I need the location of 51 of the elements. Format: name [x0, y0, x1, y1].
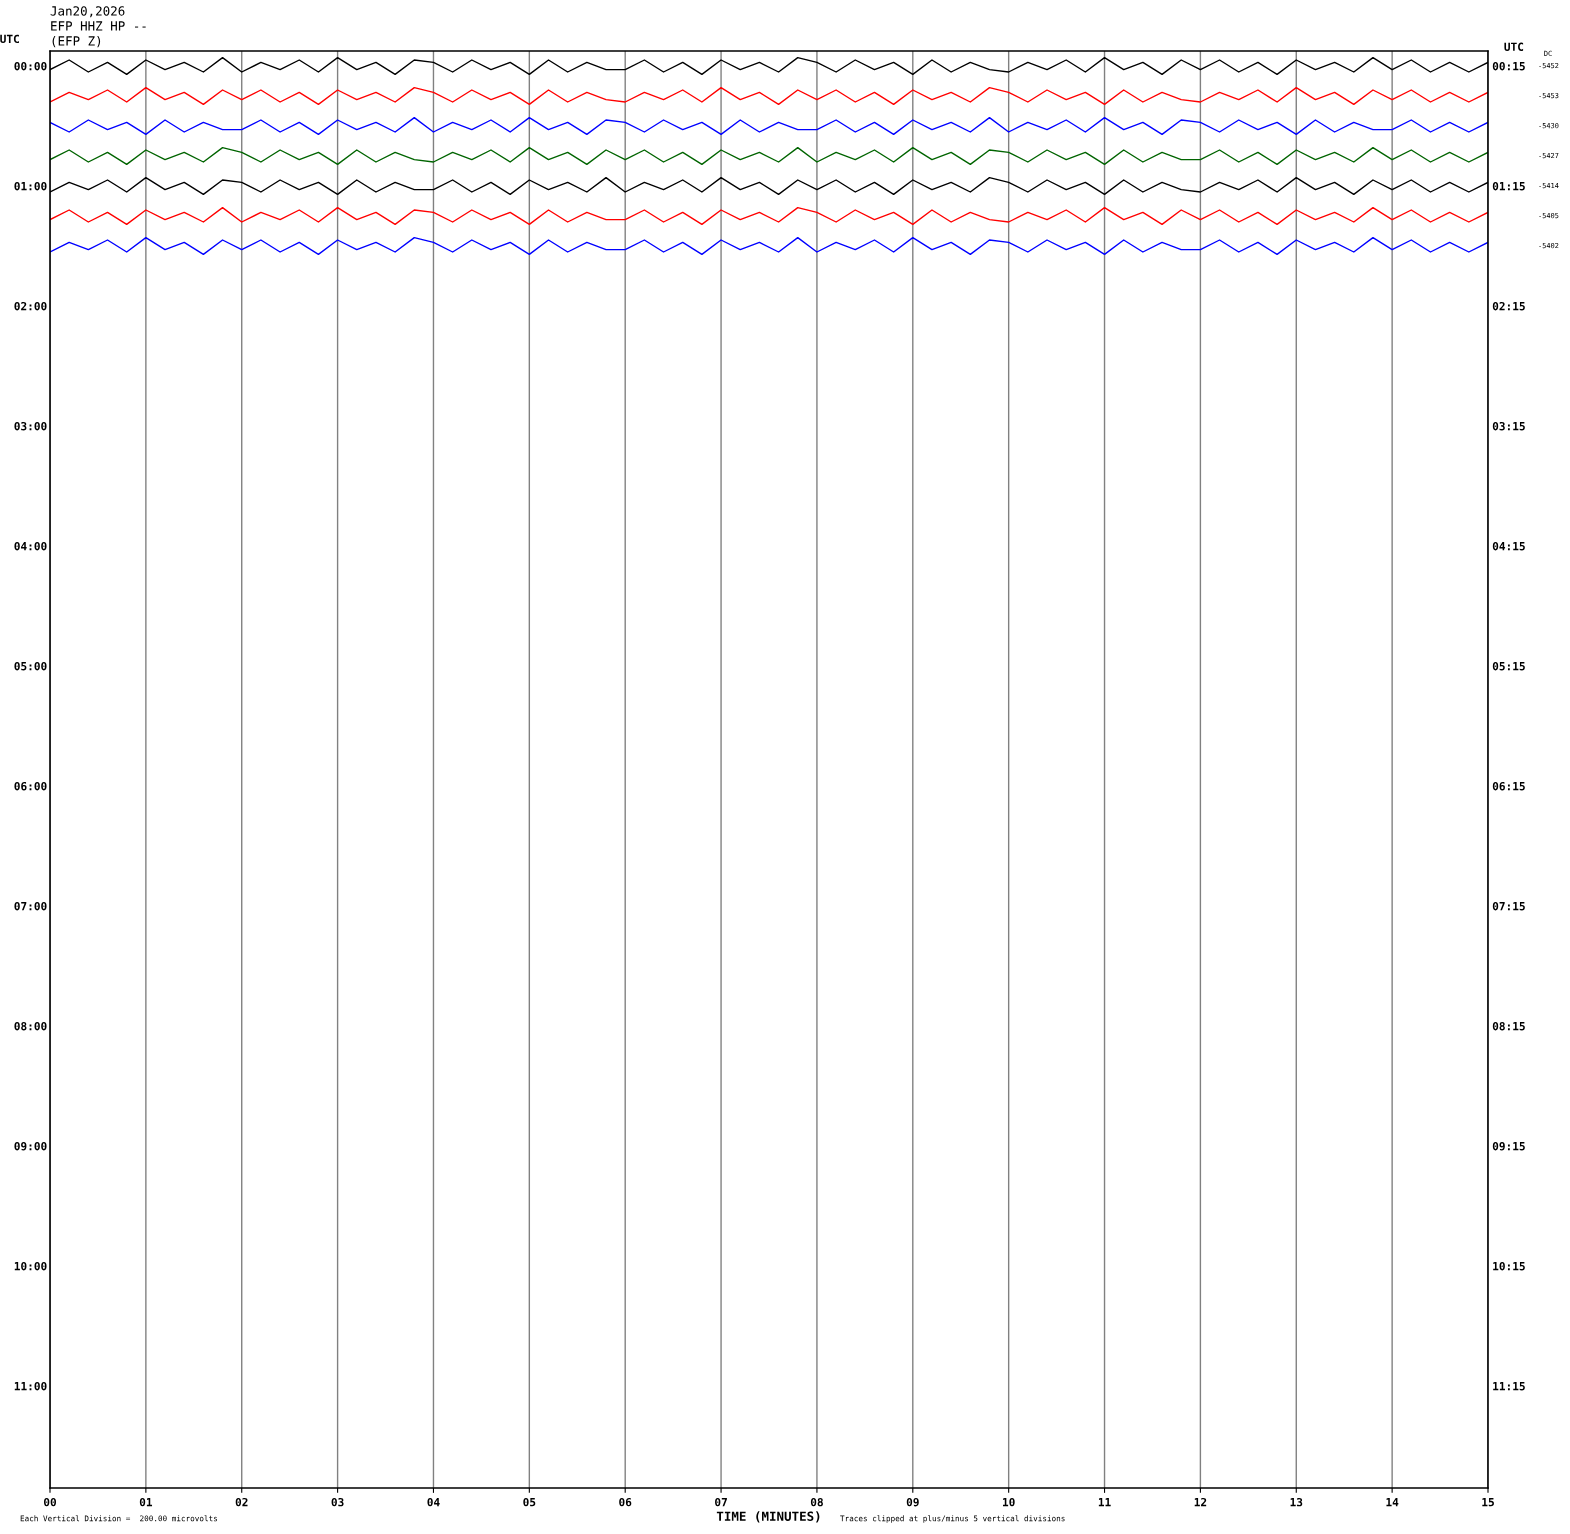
x-tick-label: 13	[1290, 1497, 1303, 1507]
y-tick-label: 06:00	[14, 781, 47, 791]
x-tick-label: 08	[810, 1497, 823, 1507]
y2-tick-label: 07:15	[1492, 901, 1525, 911]
x-tick-label: 00	[43, 1497, 57, 1507]
x-tick-label: 06	[619, 1497, 632, 1507]
line-series	[50, 86, 1488, 106]
y2-tick-label: 00:15	[1492, 61, 1525, 71]
y-tick-label: 07:00	[14, 901, 47, 911]
x-tick-label: 11	[1098, 1498, 1111, 1507]
y2-tick-label: 01:15	[1492, 181, 1525, 191]
y2-tick-label: 02:15	[1492, 301, 1525, 311]
y2-tick-label: 04:15	[1492, 541, 1525, 551]
y-tick-label: 03:00	[14, 421, 47, 431]
x-tick-label: 10	[1003, 1497, 1015, 1507]
line-series	[50, 206, 1488, 226]
x-tick-label: 09	[906, 1497, 919, 1507]
x-tick-label: 15	[1482, 1498, 1494, 1507]
y2-axis-title: UTC	[1504, 42, 1524, 51]
x-tick-label: 05	[523, 1497, 536, 1507]
x-tick-label: 04	[427, 1497, 440, 1507]
chart-subtitle: EFP HHZ HP --	[51, 21, 146, 31]
y-tick-label: 04:00	[14, 541, 47, 551]
x-axis-title: TIME (MINUTES)	[716, 1511, 820, 1523]
y-tick-label: 10:00	[14, 1261, 47, 1271]
y2-tick-label: 05:15	[1492, 661, 1525, 671]
y-tick-label: 05:00	[14, 661, 47, 671]
y2-tick-label: 06:15	[1492, 781, 1525, 791]
y2-tick-label: 10:15	[1493, 1261, 1525, 1271]
y2-tick-label: 11:15	[1493, 1382, 1525, 1391]
chart-title: Jan20,2026	[50, 6, 125, 18]
x-tick-label: 07	[715, 1497, 727, 1507]
x-tick-label: 01	[139, 1497, 153, 1507]
y-tick-label: 01:00	[14, 181, 47, 191]
x-tick-label: 14	[1386, 1498, 1399, 1507]
line-series	[50, 116, 1488, 136]
line-series	[50, 146, 1488, 166]
y-tick-label: 08:00	[14, 1021, 47, 1031]
y2-tick-label: 03:15	[1492, 421, 1525, 431]
y2-tick-label: 09:15	[1492, 1141, 1525, 1151]
y-tick-label: 11:00	[14, 1381, 47, 1391]
text: (EFP Z)	[52, 36, 101, 48]
y-tick-label: 02:00	[14, 301, 47, 311]
y2-tick-label: 08:15	[1492, 1021, 1525, 1031]
line-series	[50, 236, 1488, 256]
x-tick-label: 03	[331, 1497, 344, 1507]
y-tick-label: 09:00	[14, 1141, 47, 1151]
x-tick-label: 12	[1194, 1497, 1207, 1507]
y-tick-label: 00:00	[14, 61, 47, 71]
x-tick-label: 02	[235, 1497, 248, 1507]
y-axis-title: UTC	[0, 34, 19, 44]
